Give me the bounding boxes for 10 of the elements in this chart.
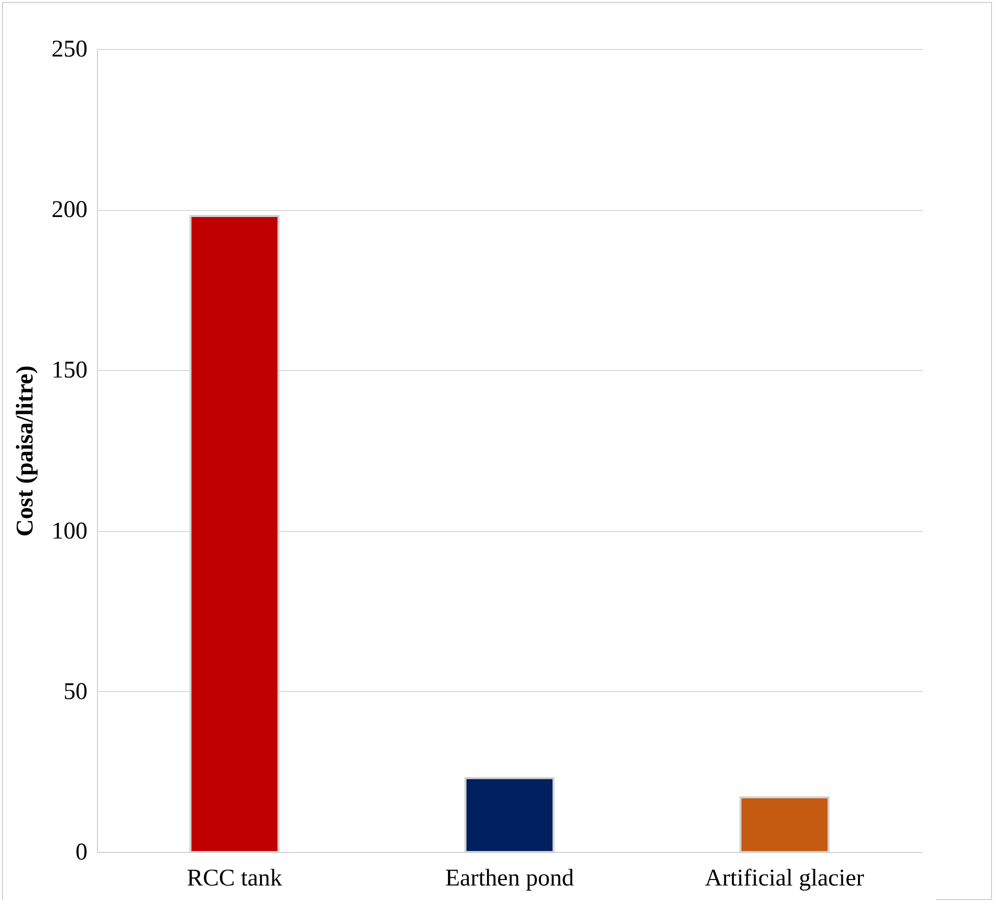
y-tick-label: 150 xyxy=(52,358,88,384)
y-tick-label: 0 xyxy=(76,840,88,866)
y-tick-label: 50 xyxy=(64,678,88,705)
x-tick-label: Artificial glacier xyxy=(704,866,864,892)
x-tick-label: Earthen pond xyxy=(445,866,574,892)
x-tick-label: RCC tank xyxy=(186,866,282,892)
y-axis-title: Cost (paisa/litre) xyxy=(12,366,38,536)
y-tick-label: 250 xyxy=(52,36,88,62)
y-tick-label: 200 xyxy=(52,197,88,224)
y-tick-label: 100 xyxy=(52,518,88,544)
